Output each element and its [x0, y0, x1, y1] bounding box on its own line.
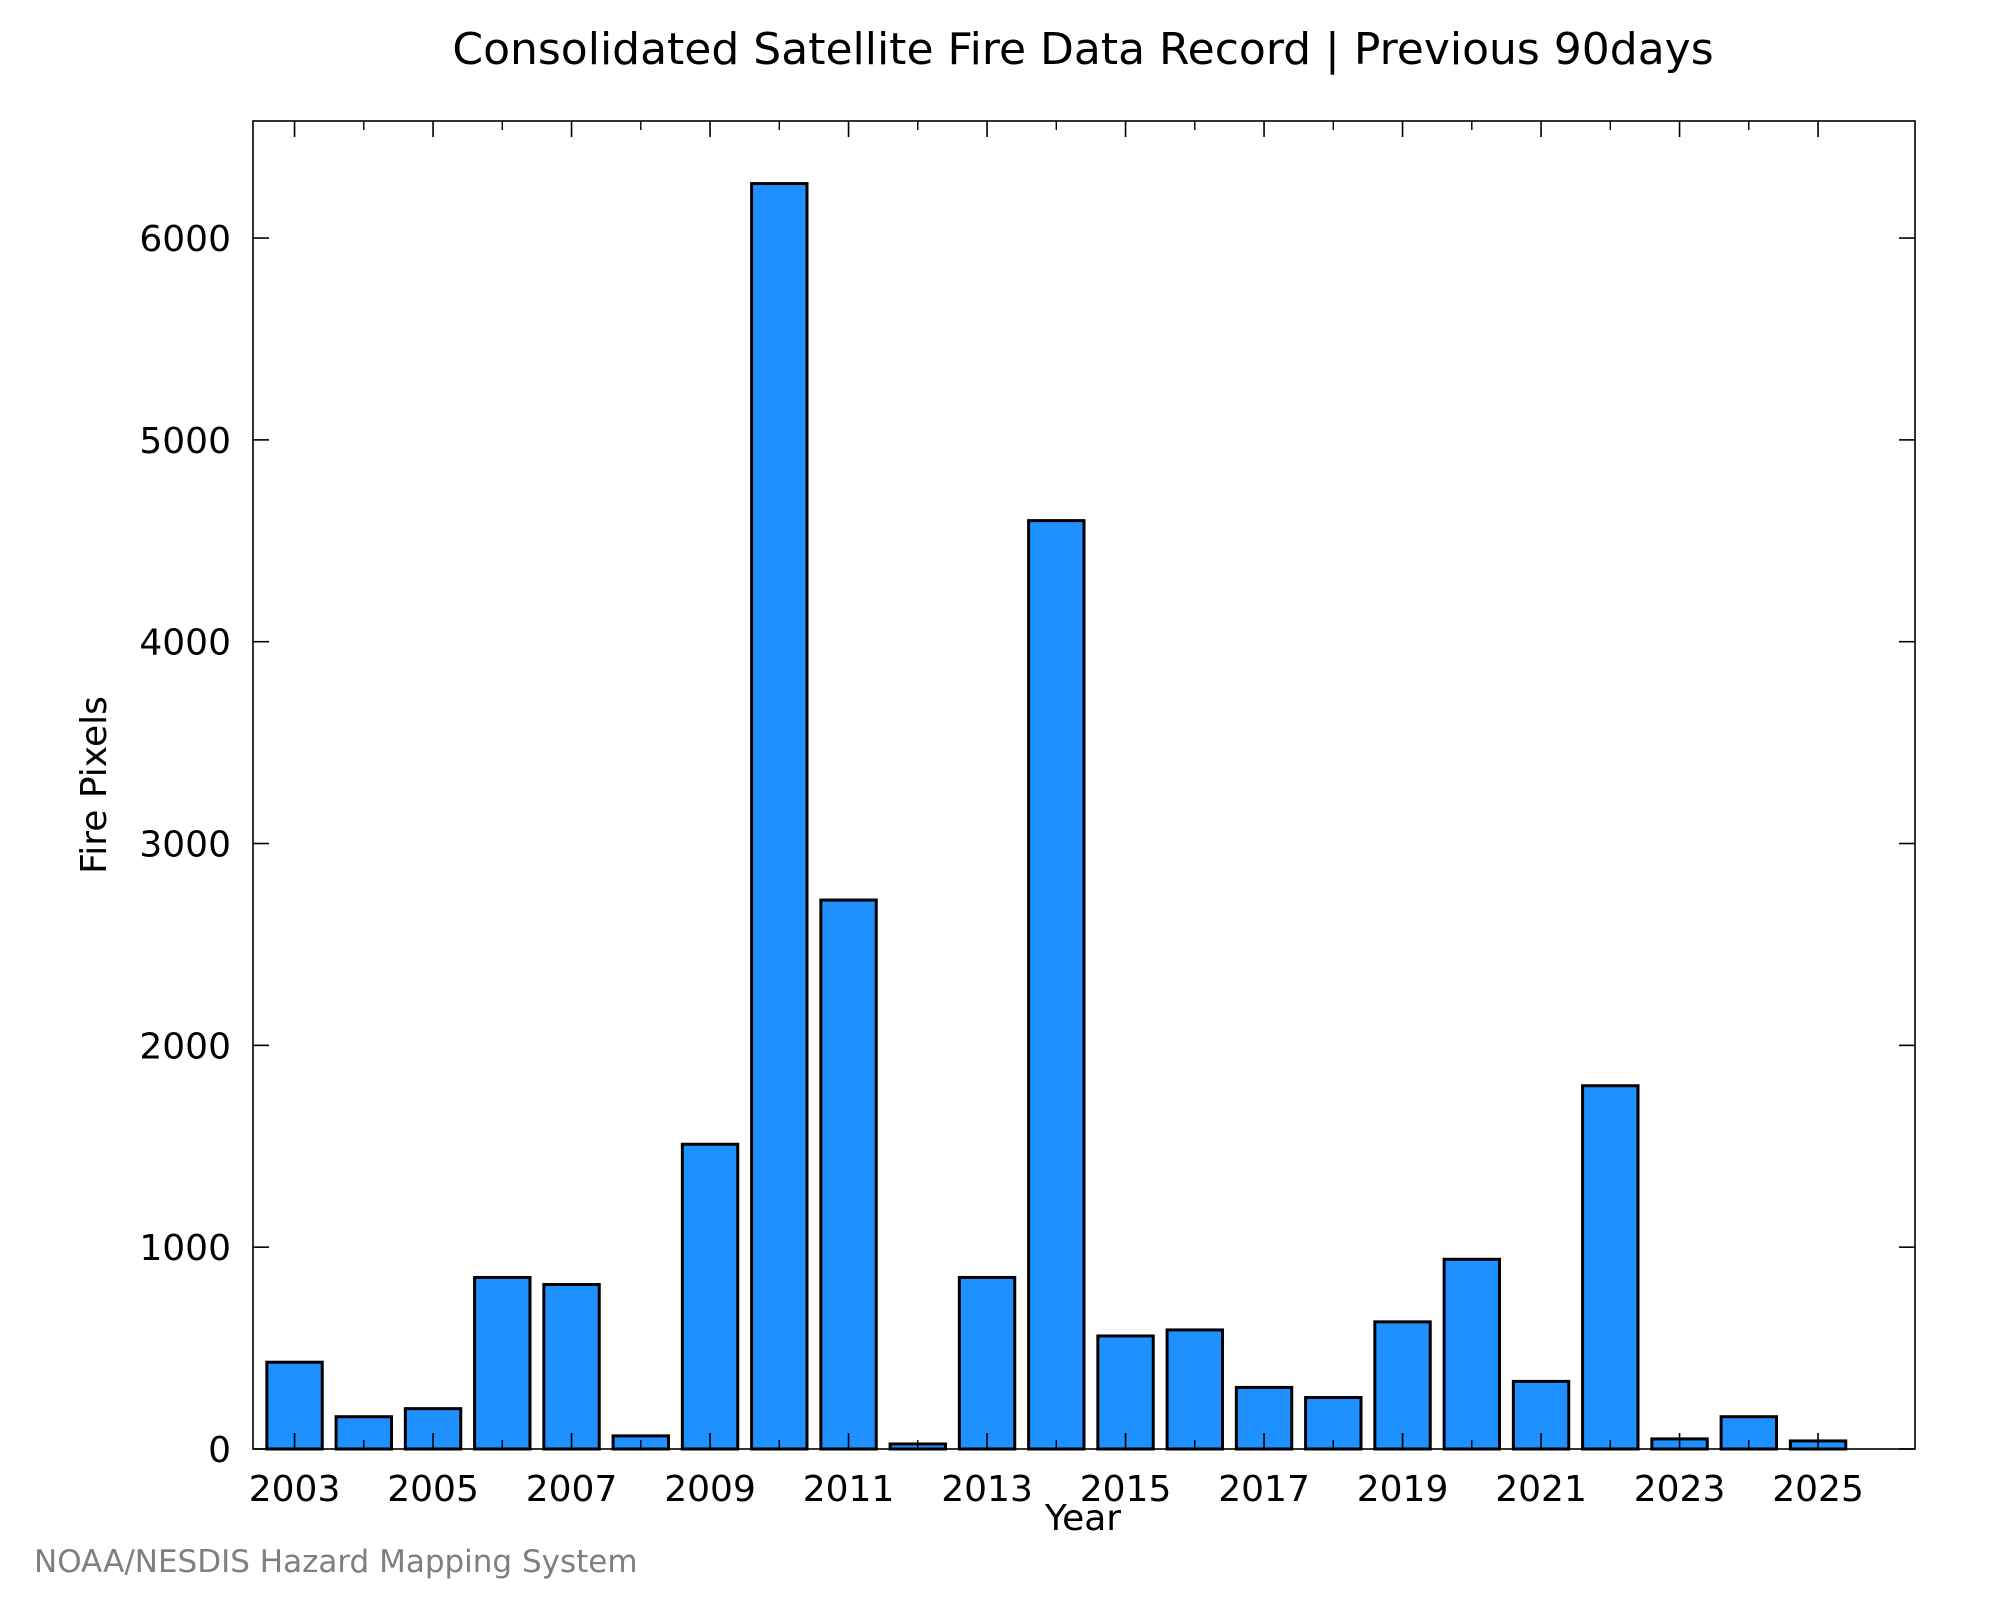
y-axis-ticks: 0 1000 2000 3000 4000 5000 6000: [139, 219, 1915, 1471]
x-tick-label: 2025: [1772, 1469, 1864, 1510]
bar-series: [265, 182, 1848, 1451]
bar-2010: [750, 182, 809, 1451]
bar-2013: [957, 1275, 1017, 1451]
bar-2022: [1581, 1084, 1640, 1451]
x-tick-label: 2023: [1634, 1469, 1726, 1510]
y-tick-label: 5000: [139, 421, 231, 462]
y-tick-label: 6000: [139, 219, 231, 260]
x-tick-label: 2013: [941, 1469, 1033, 1510]
y-tick-label: 3000: [139, 825, 231, 866]
y-axis-label: Fire Pixels: [74, 696, 115, 874]
x-tick-label: 2009: [664, 1469, 756, 1510]
bar-2011: [819, 898, 878, 1451]
credit-text: NOAA/NESDIS Hazard Mapping System: [34, 1544, 638, 1580]
y-tick-label: 4000: [139, 623, 231, 664]
x-axis-ticks: 2003 2005 2007 2009 2011 2013 2015 2017 2019 2021…: [249, 121, 1864, 1510]
bar-2019: [1373, 1320, 1432, 1451]
x-axis-label: Year: [1044, 1498, 1121, 1539]
x-tick-label: 2011: [803, 1469, 895, 1510]
bar-2015: [1096, 1334, 1155, 1451]
x-tick-label: 2007: [526, 1469, 618, 1510]
bar-2020: [1442, 1257, 1501, 1451]
bar-2009: [680, 1142, 740, 1451]
x-tick-label: 2003: [249, 1469, 341, 1510]
y-tick-label: 0: [208, 1430, 231, 1471]
x-tick-label: 2021: [1495, 1469, 1587, 1510]
x-tick-label: 2005: [387, 1469, 479, 1510]
y-tick-label: 2000: [139, 1026, 231, 1067]
plot-frame: [252, 120, 1916, 1450]
x-tick-label: 2019: [1357, 1469, 1449, 1510]
y-tick-label: 1000: [139, 1228, 231, 1269]
x-tick-label: 2017: [1218, 1469, 1310, 1510]
chart-title: Consolidated Satellite Fire Data Record …: [452, 24, 1713, 75]
bar-2014: [1027, 519, 1086, 1451]
bar-2006: [473, 1275, 532, 1451]
bar-2007: [542, 1283, 601, 1451]
x-tick-label: 2015: [1080, 1469, 1172, 1510]
bar-2016: [1165, 1328, 1224, 1451]
